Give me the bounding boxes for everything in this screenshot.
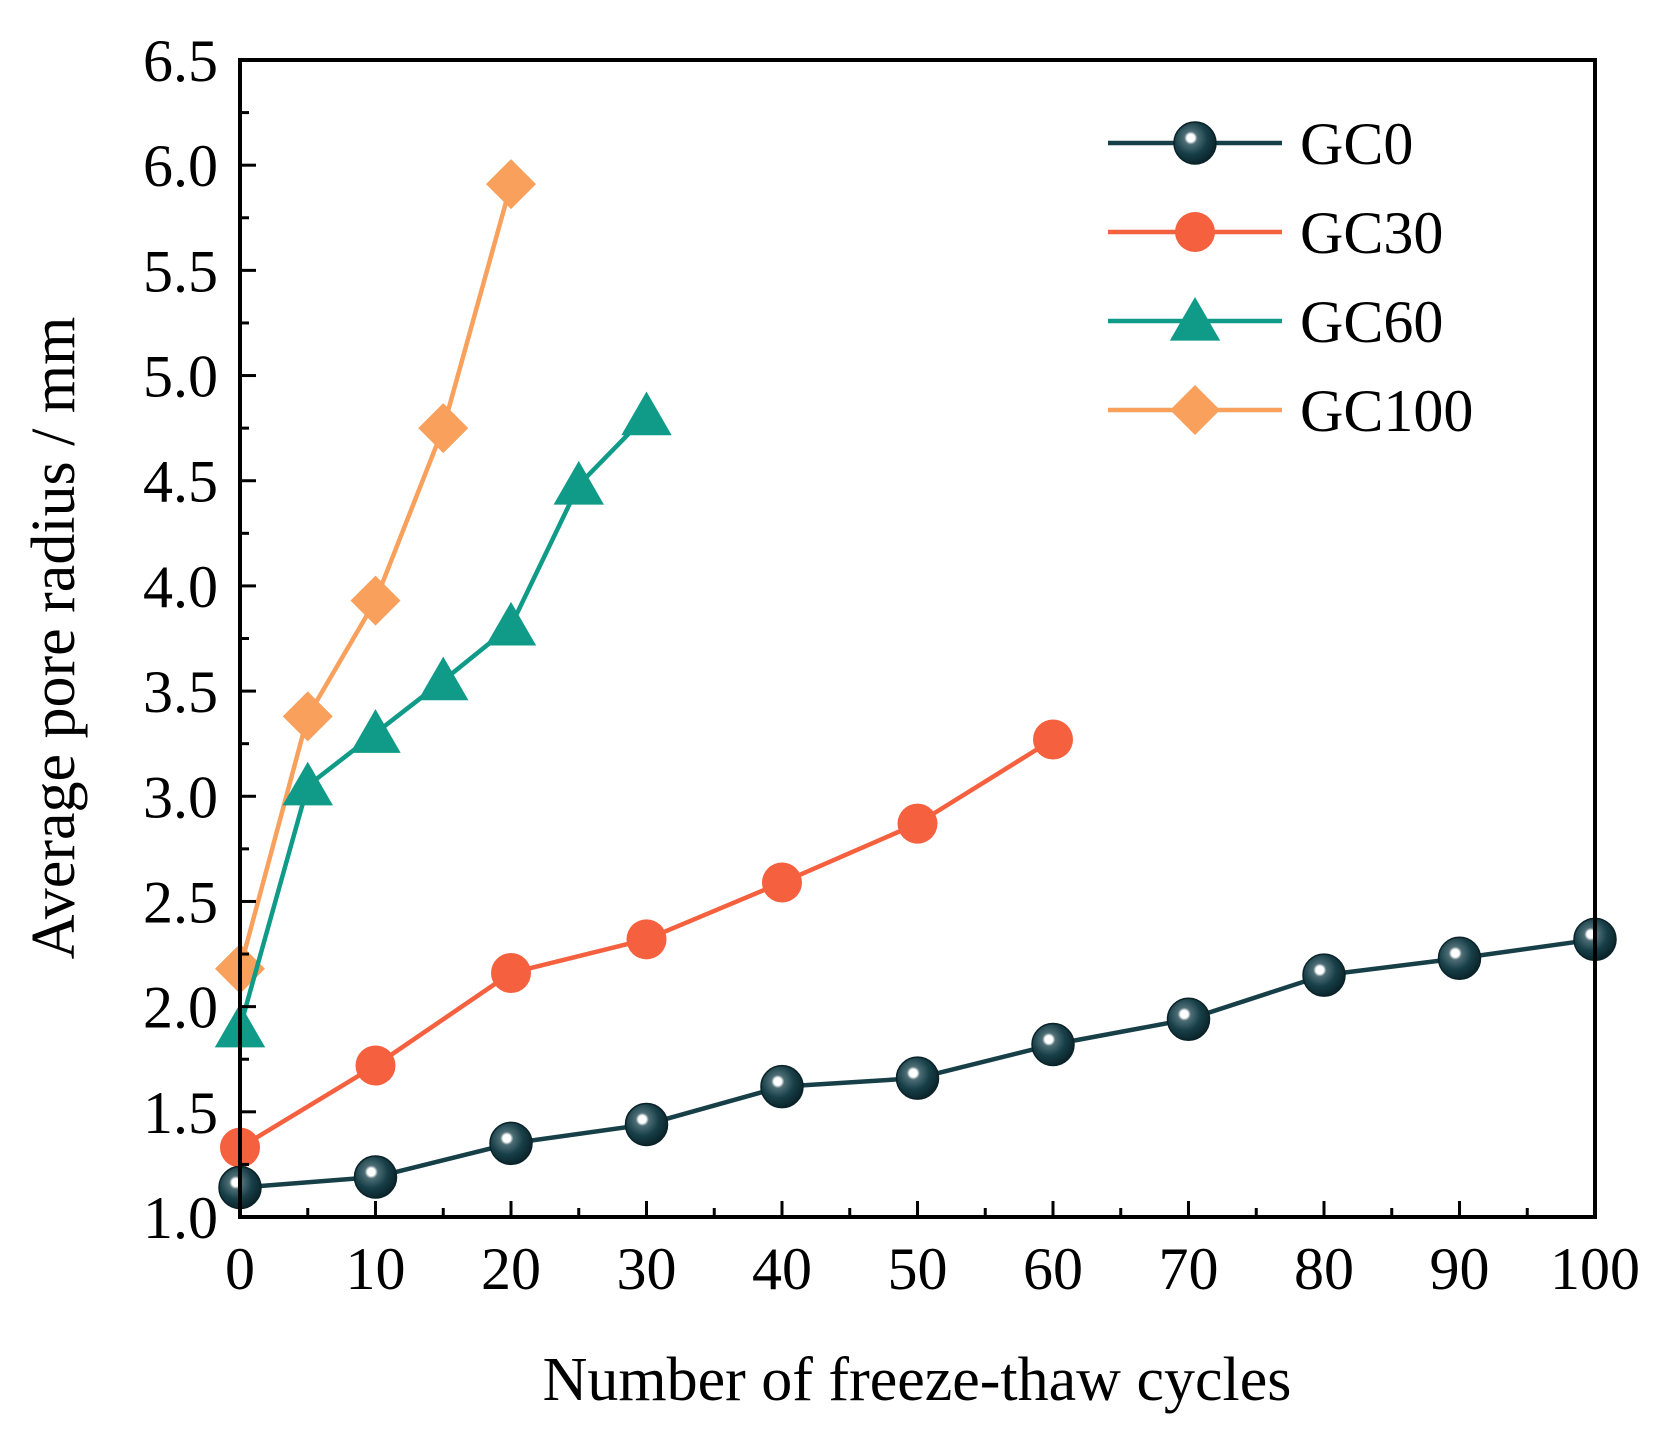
y-tick-label: 3.5 [143, 659, 218, 725]
legend-item-gc30: GC30 [1108, 200, 1443, 266]
legend-marker [1169, 297, 1221, 341]
y-tick-label: 1.5 [143, 1080, 218, 1146]
data-point-gc60 [485, 601, 537, 646]
legend-item-gc100: GC100 [1108, 378, 1473, 444]
x-tick-label: 40 [752, 1236, 812, 1302]
x-tick-label: 60 [1023, 1236, 1083, 1302]
data-point-gc100 [350, 575, 401, 626]
x-tick-label: 50 [888, 1236, 948, 1302]
y-tick-label: 3.0 [143, 764, 218, 830]
data-point-gc30 [762, 862, 802, 903]
data-point-gc60 [621, 391, 672, 436]
y-tick-label: 4.0 [143, 554, 218, 620]
data-point-gc100 [418, 403, 469, 454]
legend-label: GC60 [1300, 289, 1443, 355]
data-point-gc60 [553, 460, 604, 505]
data-point-gc0 [1166, 997, 1211, 1042]
data-point-gc100 [282, 691, 333, 742]
x-tick-label: 70 [1159, 1236, 1219, 1302]
y-tick-label: 5.5 [143, 238, 218, 304]
x-tick-label: 80 [1294, 1236, 1354, 1302]
y-tick-label: 2.5 [143, 869, 218, 935]
data-point-gc0 [895, 1056, 940, 1100]
data-point-gc0 [1437, 936, 1482, 981]
x-tick-label: 100 [1550, 1236, 1640, 1302]
data-point-gc0 [624, 1102, 669, 1147]
series-gc60 [214, 391, 672, 1048]
x-axis-title: Number of freeze-thaw cycles [543, 1346, 1292, 1414]
y-tick-label: 6.0 [143, 133, 218, 199]
y-tick-label: 5.0 [143, 344, 218, 410]
y-tick-label: 1.0 [143, 1185, 218, 1251]
data-point-gc30 [897, 803, 938, 844]
data-point-gc0 [760, 1064, 804, 1109]
series-gc0 [218, 917, 1617, 1210]
data-point-gc100 [486, 159, 536, 210]
legend-label: GC100 [1300, 378, 1473, 444]
x-tick-label: 90 [1430, 1236, 1490, 1302]
data-point-gc30 [491, 952, 531, 993]
data-point-gc0 [1031, 1022, 1075, 1067]
legend-label: GC0 [1300, 111, 1413, 177]
y-tick-label: 2.0 [143, 975, 218, 1041]
data-point-gc60 [418, 656, 469, 701]
series-gc30 [220, 719, 1073, 1168]
series-gc100 [215, 159, 536, 994]
y-tick-label: 6.5 [143, 28, 218, 94]
x-tick-label: 20 [481, 1236, 541, 1302]
data-point-gc30 [1033, 719, 1073, 760]
legend: GC0 GC30 GC60 GC100 [1108, 111, 1473, 444]
x-tick-label: 30 [617, 1236, 677, 1302]
data-point-gc30 [355, 1045, 396, 1086]
x-tick-label: 0 [225, 1236, 255, 1302]
y-axis-title: Average pore radius / mm [20, 317, 88, 960]
legend-marker [1175, 212, 1215, 252]
legend-item-gc60: GC60 [1108, 289, 1443, 355]
data-point-gc60 [350, 709, 401, 753]
y-tick-label: 4.5 [143, 449, 218, 515]
legend-marker [1173, 121, 1217, 165]
data-point-gc0 [489, 1121, 533, 1166]
data-point-gc30 [626, 919, 667, 960]
x-tick-label: 10 [346, 1236, 406, 1302]
data-point-gc0 [1302, 953, 1346, 997]
data-point-gc60 [282, 761, 333, 806]
legend-item-gc0: GC0 [1108, 111, 1413, 177]
data-point-gc0 [353, 1155, 398, 1199]
legend-label: GC30 [1300, 200, 1443, 266]
legend-marker [1170, 385, 1220, 435]
